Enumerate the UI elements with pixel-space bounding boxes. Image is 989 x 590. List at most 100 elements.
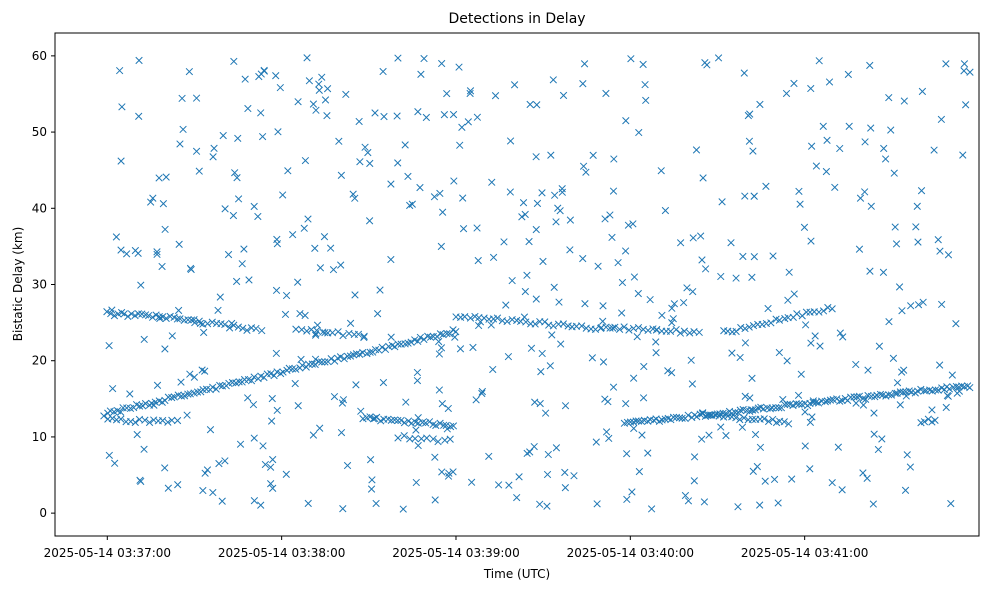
y-tick-label: 20 xyxy=(32,354,47,368)
data-point xyxy=(732,274,740,282)
data-point xyxy=(109,384,117,393)
data-point xyxy=(543,470,552,479)
data-point xyxy=(821,398,829,406)
data-point xyxy=(400,419,409,427)
data-point xyxy=(209,488,217,497)
data-point xyxy=(379,378,388,387)
data-point xyxy=(606,211,614,219)
data-point xyxy=(349,190,357,198)
data-point xyxy=(272,72,280,80)
data-point xyxy=(127,417,135,426)
data-point xyxy=(934,386,942,394)
data-point xyxy=(315,357,323,366)
data-point xyxy=(339,331,347,340)
data-point xyxy=(360,332,368,340)
data-point xyxy=(559,320,567,328)
data-point xyxy=(834,443,842,451)
data-point xyxy=(368,476,376,484)
data-point xyxy=(664,367,672,375)
data-point xyxy=(561,402,570,410)
data-point xyxy=(380,112,388,121)
data-point xyxy=(715,412,723,420)
data-point xyxy=(239,324,247,332)
data-point xyxy=(736,406,744,414)
data-point xyxy=(931,386,940,394)
x-tick-label: 2025-05-14 03:38:00 xyxy=(218,546,345,560)
data-point xyxy=(321,328,329,337)
data-point xyxy=(622,117,630,125)
data-point xyxy=(938,300,946,309)
data-point xyxy=(717,272,725,281)
data-point xyxy=(683,284,691,292)
data-point xyxy=(661,206,670,215)
data-point xyxy=(502,301,510,309)
data-point xyxy=(559,91,568,100)
data-point xyxy=(652,415,660,423)
data-point xyxy=(800,223,809,231)
data-point xyxy=(828,479,836,487)
data-point xyxy=(450,177,458,185)
data-point xyxy=(435,337,443,346)
data-point xyxy=(638,431,646,439)
data-point xyxy=(249,400,258,409)
data-point xyxy=(807,84,815,93)
data-point xyxy=(321,358,329,366)
data-point xyxy=(216,381,224,390)
data-point xyxy=(952,320,960,328)
data-point xyxy=(794,391,803,400)
data-point xyxy=(697,232,705,240)
data-point xyxy=(779,395,787,404)
data-point xyxy=(538,349,546,358)
data-point xyxy=(176,315,184,323)
data-point xyxy=(159,416,167,425)
data-point xyxy=(467,478,476,486)
data-point xyxy=(379,67,387,76)
data-point xyxy=(874,445,883,454)
data-point xyxy=(192,94,201,102)
data-point xyxy=(404,172,412,181)
data-point xyxy=(115,66,124,75)
data-point xyxy=(367,485,376,493)
data-point xyxy=(937,115,946,124)
data-point xyxy=(221,320,229,329)
data-point xyxy=(149,194,157,202)
data-point xyxy=(741,192,749,200)
data-point xyxy=(722,431,730,440)
data-point xyxy=(741,339,750,347)
data-point xyxy=(159,200,168,208)
data-point xyxy=(550,191,559,199)
data-point xyxy=(425,418,434,426)
data-point xyxy=(292,365,300,373)
data-point xyxy=(328,329,337,337)
data-point xyxy=(633,333,641,341)
data-point xyxy=(876,390,885,398)
data-point xyxy=(961,101,970,109)
data-point xyxy=(936,247,944,255)
data-point xyxy=(315,80,323,88)
data-point xyxy=(812,162,821,170)
data-point xyxy=(686,329,694,337)
y-axis-label: Bistatic Delay (km) xyxy=(11,227,25,342)
data-point xyxy=(394,340,402,348)
y-tick-label: 50 xyxy=(32,125,47,139)
data-point xyxy=(354,330,363,338)
data-point xyxy=(746,394,754,402)
data-point xyxy=(853,393,861,401)
data-point xyxy=(335,137,343,145)
data-point xyxy=(557,340,565,348)
data-point xyxy=(558,185,566,193)
data-point xyxy=(657,167,665,175)
data-point xyxy=(667,369,676,377)
data-point xyxy=(944,392,952,400)
data-point xyxy=(699,174,707,182)
data-point xyxy=(749,406,757,414)
data-point xyxy=(900,97,908,105)
data-point xyxy=(902,392,910,400)
data-point xyxy=(429,435,437,443)
data-point xyxy=(320,233,329,241)
data-point xyxy=(308,360,316,368)
data-point xyxy=(400,432,408,440)
data-point xyxy=(297,355,305,364)
data-point xyxy=(681,491,690,500)
data-point xyxy=(100,412,108,420)
